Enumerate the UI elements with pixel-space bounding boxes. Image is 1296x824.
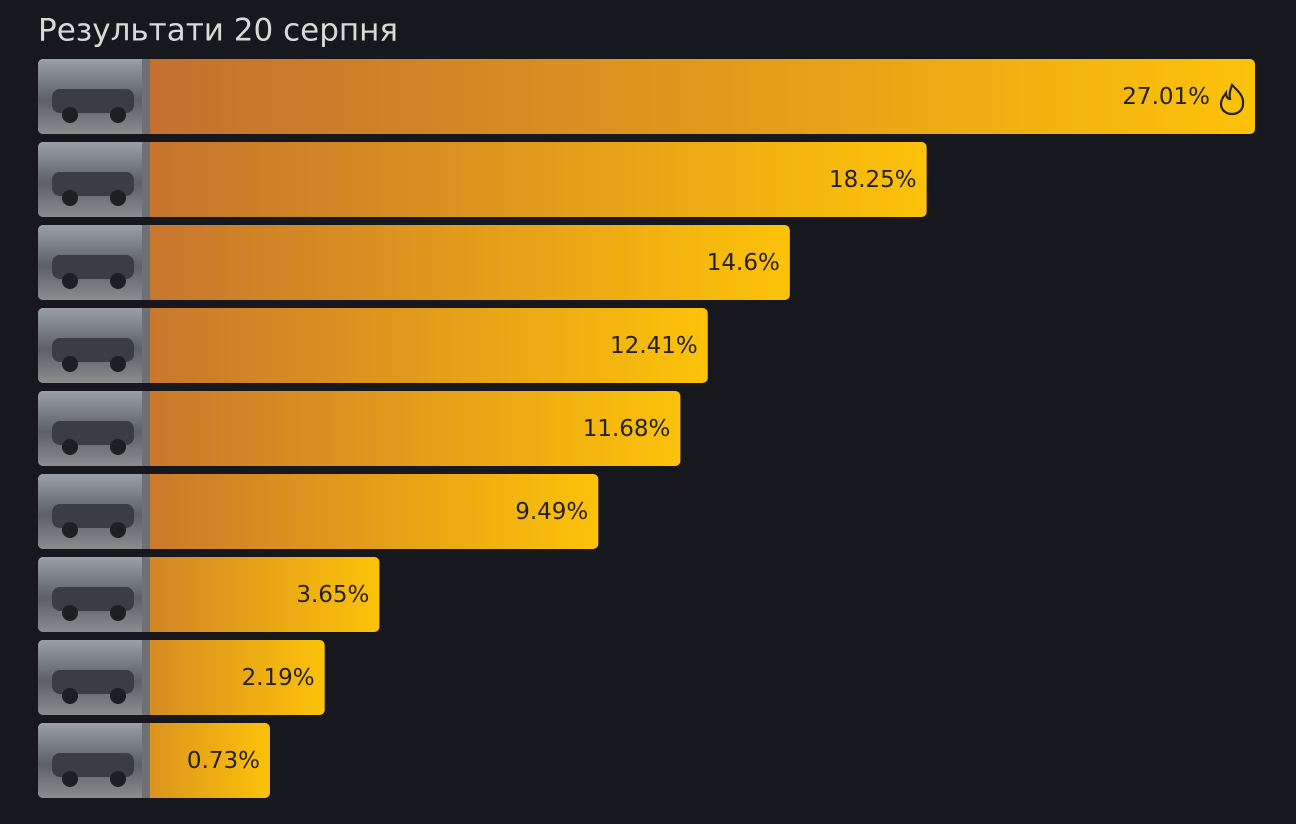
car-wheel xyxy=(110,522,126,538)
car-body xyxy=(52,172,134,196)
car-body xyxy=(52,753,134,777)
value-label: 2.19% xyxy=(242,665,315,691)
car-wheel xyxy=(62,605,78,621)
car-body xyxy=(52,587,134,611)
car-wheel xyxy=(110,190,126,206)
car-wheel xyxy=(62,273,78,289)
car-thumbnail-edge xyxy=(142,640,150,715)
car-thumbnail-edge xyxy=(142,391,150,466)
car-body xyxy=(52,670,134,694)
fire-icon xyxy=(1219,83,1245,116)
chart-title: Результати 20 серпня xyxy=(38,13,398,49)
value-label: 9.49% xyxy=(515,499,588,525)
value-label: 12.41% xyxy=(610,333,698,359)
car-wheel xyxy=(62,356,78,372)
car-wheel xyxy=(110,605,126,621)
car-wheel xyxy=(110,273,126,289)
car-thumbnail-edge xyxy=(142,59,150,134)
car-wheel xyxy=(110,107,126,123)
car-wheel xyxy=(62,107,78,123)
car-wheel xyxy=(62,190,78,206)
car-body xyxy=(52,504,134,528)
bar xyxy=(38,225,790,300)
car-wheel xyxy=(110,771,126,787)
car-thumbnail-edge xyxy=(142,557,150,632)
car-wheel xyxy=(110,688,126,704)
value-label: 27.01% xyxy=(1122,84,1210,110)
car-thumbnail-edge xyxy=(142,142,150,217)
bar xyxy=(38,142,927,217)
bar xyxy=(38,474,599,549)
car-wheel xyxy=(62,439,78,455)
bar xyxy=(38,308,708,383)
car-thumbnail-edge xyxy=(142,225,150,300)
car-body xyxy=(52,338,134,362)
car-body xyxy=(52,421,134,445)
bar xyxy=(38,391,681,466)
car-thumbnail-edge xyxy=(142,308,150,383)
car-thumbnail-edge xyxy=(142,474,150,549)
car-body xyxy=(52,89,134,113)
bar xyxy=(38,59,1255,134)
car-thumbnail-edge xyxy=(142,723,150,798)
car-wheel xyxy=(62,522,78,538)
value-label: 11.68% xyxy=(583,416,671,442)
car-wheel xyxy=(62,771,78,787)
car-wheel xyxy=(62,688,78,704)
value-label: 14.6% xyxy=(707,250,780,276)
car-body xyxy=(52,255,134,279)
value-label: 3.65% xyxy=(296,582,369,608)
car-wheel xyxy=(110,439,126,455)
value-label: 0.73% xyxy=(187,748,260,774)
value-label: 18.25% xyxy=(829,167,917,193)
car-wheel xyxy=(110,356,126,372)
